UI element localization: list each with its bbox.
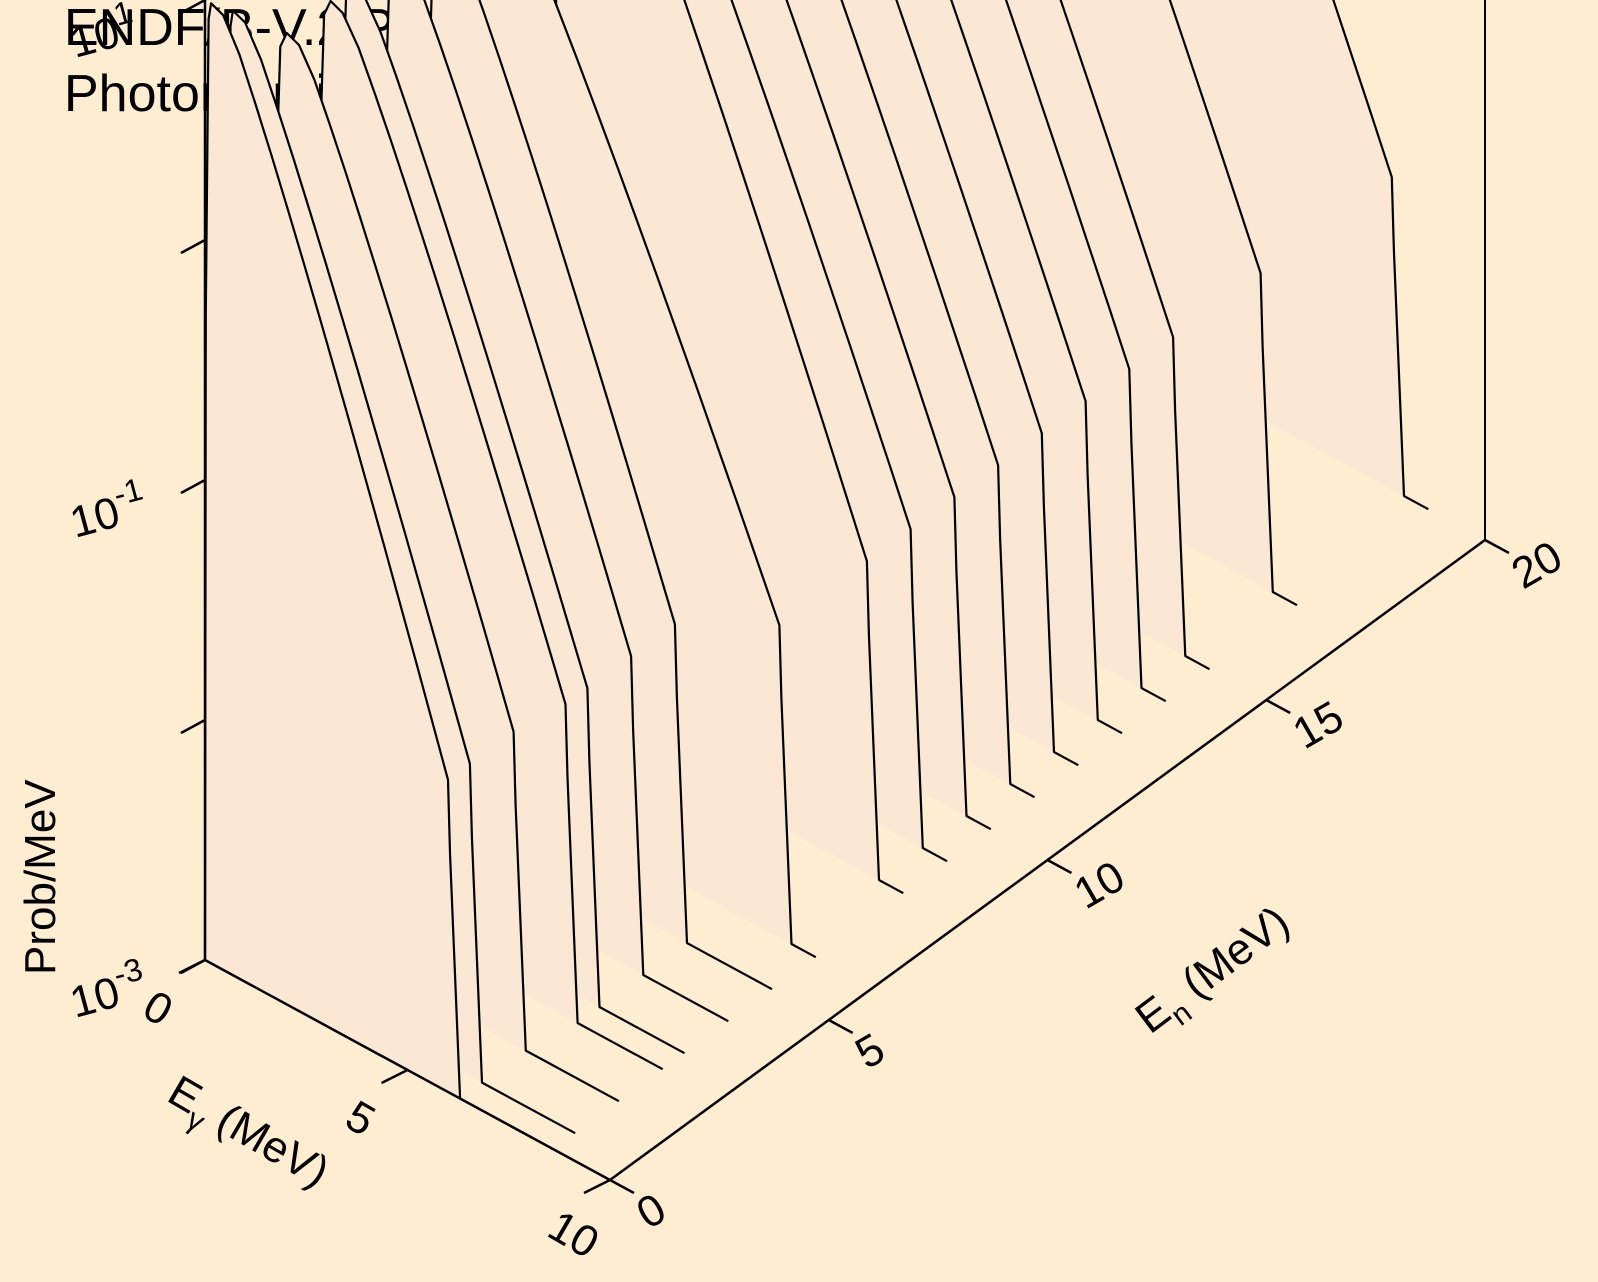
z-axis-label: Prob/MeV (16, 779, 65, 975)
slice-curve (335, 0, 686, 1055)
z-tick-label: 10-1 (62, 471, 152, 548)
slice-fill (205, 3, 554, 1150)
x-tick (583, 1178, 611, 1195)
slice-curve (225, 9, 576, 1135)
z-tick-label: 10-3 (62, 951, 152, 1028)
slice-curve (816, 0, 1167, 703)
slice-curve (269, 31, 620, 1103)
z-tick (180, 238, 206, 255)
x-tick-label: 10 (540, 1201, 607, 1268)
slice-curve (422, 0, 773, 991)
y-tick (1484, 538, 1510, 555)
slice-curve (947, 0, 1298, 607)
plot-frame (205, 0, 1486, 540)
slice-curve (641, 0, 992, 831)
slice-curve (772, 0, 1123, 735)
x-tick (380, 1068, 409, 1085)
slice-curve (597, 0, 948, 863)
x-tick-label: 5 (338, 1091, 384, 1146)
y-axis-label: En (MeV) (1127, 897, 1304, 1050)
y-tick-label: 15 (1285, 692, 1352, 759)
y-tick (1046, 858, 1073, 875)
z-tick (180, 718, 206, 735)
slice-curve (685, 0, 1036, 799)
slice-curve (313, 0, 664, 1071)
y-tick-label: 5 (847, 1024, 893, 1079)
slice-curve (553, 0, 904, 895)
y-tick-label: 0 (629, 1184, 675, 1239)
z-tick-label: 101 (62, 0, 142, 68)
y-tick (828, 1018, 854, 1035)
slice-curve (203, 2, 554, 1151)
x-axis-label: Eγ (MeV) (156, 1066, 338, 1204)
y-tick-label: 10 (1066, 852, 1133, 919)
y-tick (609, 1178, 635, 1195)
slice-curve (728, 0, 1079, 767)
y-tick-label: 20 (1504, 532, 1571, 599)
slice-curve (466, 0, 817, 959)
y-tick (1265, 698, 1291, 715)
z-tick (180, 478, 206, 495)
z-tick (180, 0, 206, 15)
x-tick (178, 958, 206, 975)
x-tick-label: 0 (135, 981, 181, 1036)
slice-curve (378, 0, 729, 1023)
back-frame (205, 0, 1486, 540)
slice-curve (1078, 0, 1429, 511)
slice-curve (860, 0, 1211, 671)
slice-group (203, 0, 1429, 1151)
